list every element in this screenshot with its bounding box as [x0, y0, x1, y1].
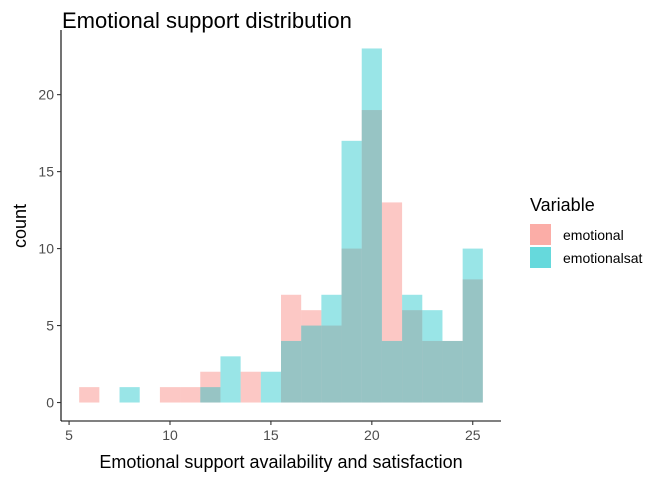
bar-emotional-14: [361, 110, 382, 403]
bar-emotional-13: [341, 248, 362, 403]
bar-emotional-10: [281, 294, 302, 403]
bar-emotionalsat-10: [281, 340, 302, 403]
y-axis-title: count: [10, 204, 30, 248]
series-emotionalsat: [119, 48, 483, 403]
chart-title: Emotional support distribution: [62, 8, 352, 33]
bar-emotional-16: [402, 310, 423, 403]
legend-item-emotional: emotional: [530, 224, 624, 245]
bar-emotionalsat-11: [301, 325, 322, 403]
bar-emotional-15: [381, 202, 403, 403]
bar-emotionalsat-13: [341, 140, 362, 403]
bar-emotional-4: [159, 387, 181, 403]
series-emotional: [79, 110, 483, 403]
x-axis-ticks: 5 10 15 20 25: [65, 421, 481, 443]
legend-swatch: [530, 247, 551, 268]
y-tick-label: 5: [46, 318, 54, 334]
legend-label: emotional: [563, 227, 624, 243]
bar-emotional-17: [422, 340, 443, 403]
legend-swatch: [530, 224, 551, 245]
bar-emotionalsat-18: [442, 340, 463, 403]
y-axis-ticks: 0 5 10 15 20: [38, 87, 61, 411]
bar-emotionalsat-2: [119, 387, 140, 403]
x-tick-label: 15: [263, 427, 279, 443]
bar-emotionalsat-6: [200, 387, 221, 403]
bar-emotional-18: [442, 340, 463, 403]
bar-emotionalsat-12: [321, 294, 342, 403]
x-tick-label: 5: [65, 427, 73, 443]
legend-label: emotionalsat: [563, 250, 642, 266]
y-tick-label: 20: [38, 87, 54, 103]
bar-emotionalsat-19: [462, 248, 483, 403]
bar-emotional-8: [240, 371, 261, 403]
bar-emotionalsat-7: [220, 356, 241, 403]
bar-emotionalsat-16: [402, 294, 423, 403]
plot-area: [79, 48, 483, 403]
bar-emotional-6: [200, 371, 221, 403]
bar-emotional-19: [462, 279, 483, 403]
legend-title: Variable: [530, 195, 595, 215]
bar-emotionalsat-14: [361, 48, 382, 403]
bar-emotionalsat-15: [381, 340, 403, 403]
bar-emotional-0: [79, 387, 100, 403]
y-tick-label: 10: [38, 241, 54, 257]
x-tick-label: 20: [364, 427, 380, 443]
y-tick-label: 15: [38, 164, 54, 180]
bar-emotionalsat-9: [260, 371, 281, 403]
bar-emotional-5: [180, 387, 201, 403]
bar-emotional-11: [301, 310, 322, 403]
x-tick-label: 25: [465, 427, 481, 443]
legend: Variable emotional emotionalsat: [530, 195, 642, 268]
bar-emotionalsat-17: [422, 310, 443, 403]
y-tick-label: 0: [46, 395, 54, 411]
bar-emotional-12: [321, 325, 342, 403]
legend-item-emotionalsat: emotionalsat: [530, 247, 642, 268]
x-axis-title: Emotional support availability and satis…: [99, 452, 462, 472]
x-tick-label: 10: [162, 427, 178, 443]
